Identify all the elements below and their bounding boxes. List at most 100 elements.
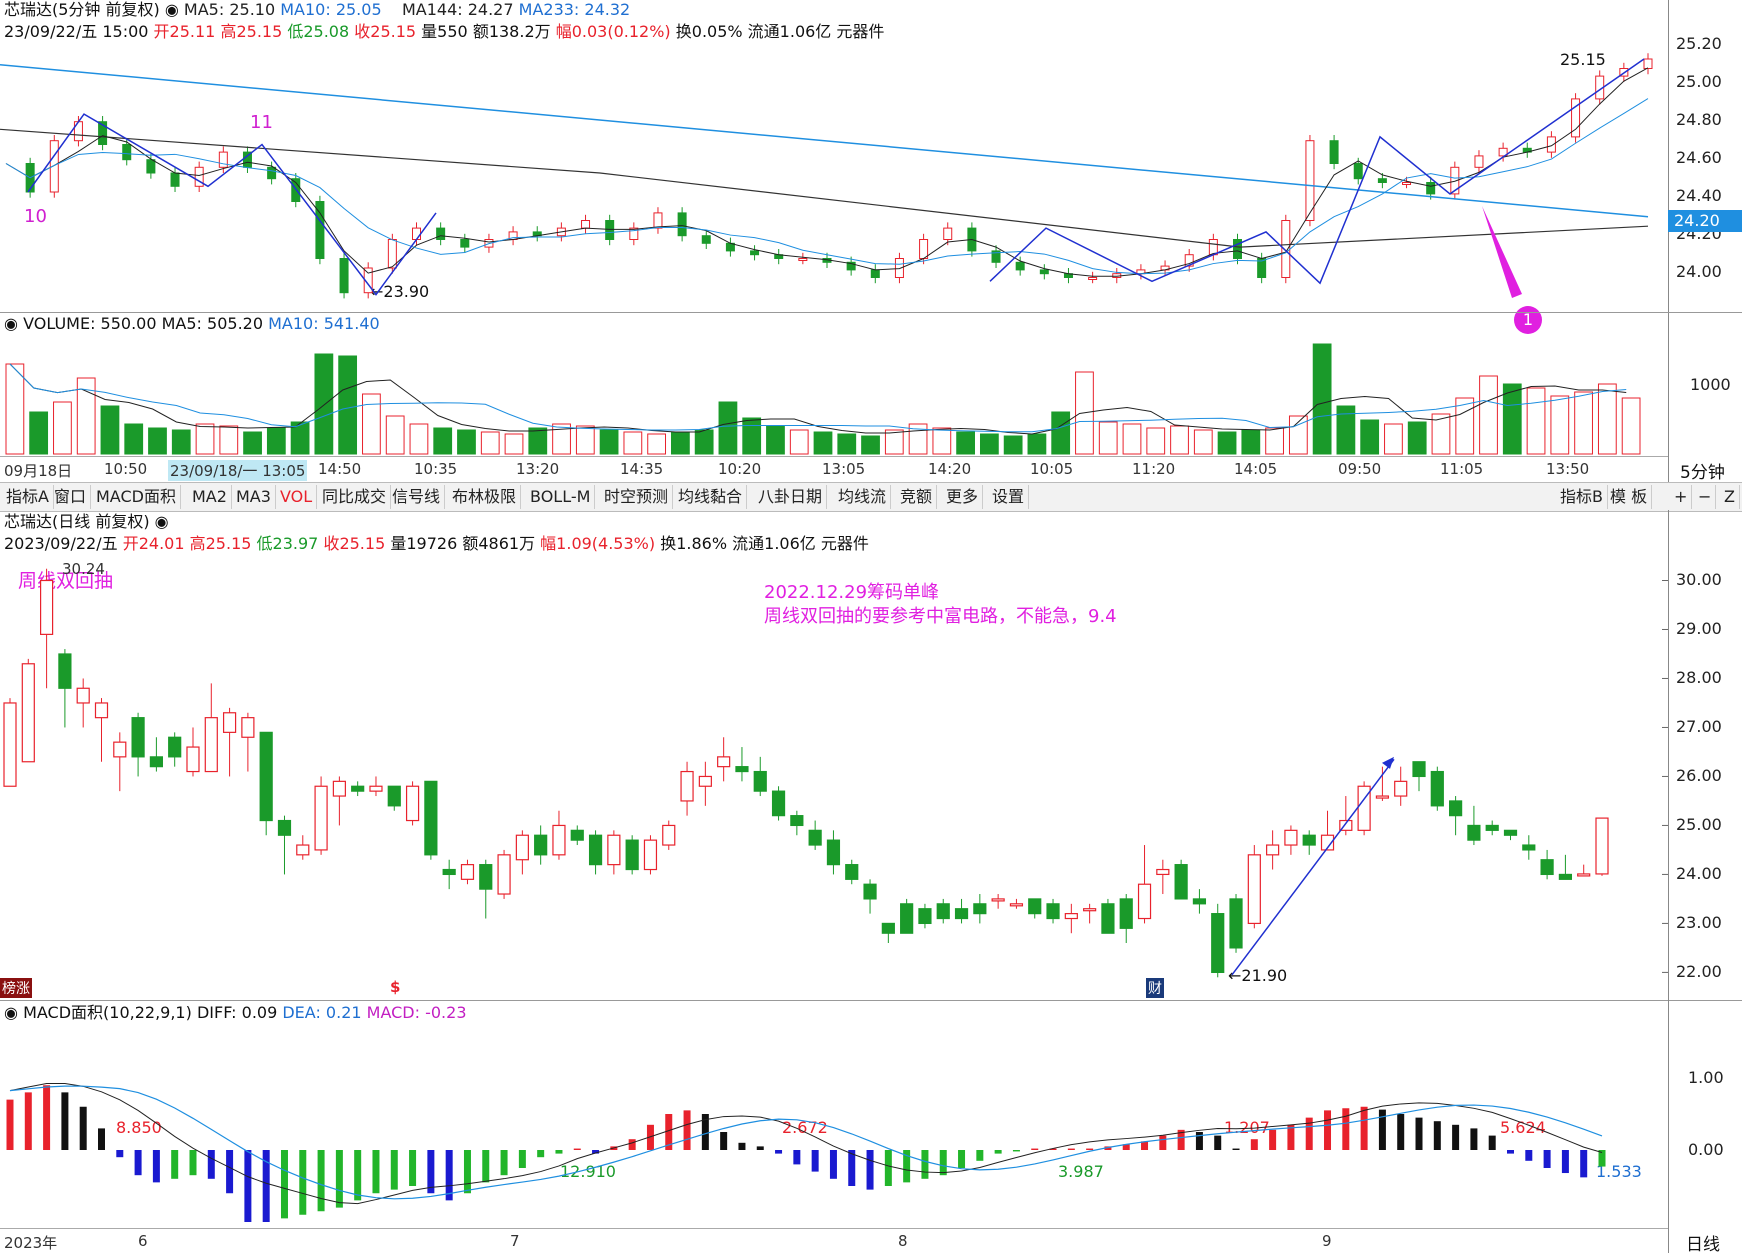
settings-icon[interactable]: ◉ <box>164 0 179 19</box>
intraday-candle <box>919 239 929 259</box>
daily-info-date: 2023/09/22/五 <box>4 534 118 553</box>
volume-bar <box>623 431 643 455</box>
volume-bar <box>1312 343 1332 455</box>
badge-rank[interactable]: 榜涨 <box>0 978 32 998</box>
intraday-candle <box>339 258 349 294</box>
volume-time-label: 13:05 <box>822 460 866 478</box>
daily-info-chg: 幅1.09(4.53%) <box>540 534 656 553</box>
period-label[interactable]: 5分钟 <box>1680 463 1725 483</box>
macd-area-label: 8.850 <box>116 1118 162 1137</box>
volume-bar <box>932 427 952 455</box>
toolbar-right-4[interactable]: Z <box>1720 485 1740 509</box>
macd-area-label: 5.624 <box>1500 1118 1546 1137</box>
volume-header: ◉ VOLUME: 550.00 MA5: 505.20 MA10: 541.4… <box>4 314 380 334</box>
divider <box>0 312 1742 313</box>
tab-4[interactable]: MA3 <box>232 485 276 509</box>
daily-candle <box>405 785 420 822</box>
volume-time-label: 10:50 <box>104 460 148 478</box>
intraday-candle <box>1377 178 1387 183</box>
intraday-candle <box>194 166 204 187</box>
macd-time-label: 7 <box>510 1232 520 1250</box>
volume-ma5: MA5: 505.20 <box>161 314 264 333</box>
intraday-candle <box>146 159 156 174</box>
intraday-candle <box>170 172 180 187</box>
intraday-candle <box>1474 155 1484 168</box>
volume-time-label: 13:50 <box>1546 460 1590 478</box>
volume-bar <box>457 429 476 455</box>
volume-bar <box>1479 375 1498 455</box>
badge-dollar[interactable]: $ <box>390 978 401 996</box>
intraday-candle <box>1184 254 1194 267</box>
daily-candle <box>94 702 109 719</box>
volume-bar <box>1360 419 1380 455</box>
intraday-trend-line <box>27 113 437 296</box>
tab-5[interactable]: VOL <box>276 485 318 509</box>
toolbar-right-1[interactable]: 模 板 <box>1606 485 1653 509</box>
info-close: 收25.15 <box>354 22 417 41</box>
daily-candle <box>662 824 676 846</box>
tab-8[interactable]: 布林极限 <box>448 485 522 509</box>
tab-7[interactable]: 信号线 <box>388 485 446 509</box>
tab-15[interactable]: 更多 <box>942 485 984 509</box>
volume-bar <box>100 405 120 455</box>
intraday-candle <box>846 261 856 271</box>
badge-finance[interactable]: 财 <box>1146 978 1164 998</box>
daily-info-open: 开24.01 <box>122 534 185 553</box>
intraday-candle <box>870 269 880 278</box>
marker-circle[interactable]: 1 <box>1514 306 1542 334</box>
macd-area-label: 3.987 <box>1058 1162 1104 1181</box>
daily-candle <box>1064 913 1078 920</box>
info-low: 低25.08 <box>287 22 350 41</box>
daily-candle <box>131 717 145 758</box>
tab-12[interactable]: 八卦日期 <box>754 485 828 509</box>
intraday-candle <box>798 258 808 261</box>
daily-candle <box>460 864 475 880</box>
daily-info-rest: 换1.86% 流通1.06亿 元器件 <box>660 534 869 553</box>
daily-candle <box>1558 873 1573 880</box>
volume-tick: 1000 <box>1690 375 1731 394</box>
toolbar-right-0[interactable]: 指标B <box>1556 485 1608 509</box>
price-tick: 24.60 <box>1676 148 1722 167</box>
daily-candle <box>1339 819 1353 831</box>
tab-9[interactable]: BOLL-M <box>526 485 596 509</box>
intraday-candle <box>1015 261 1025 271</box>
daily-candle <box>954 908 969 920</box>
volume-bar <box>124 423 144 455</box>
tab-1[interactable]: 窗口 <box>50 485 92 509</box>
daily-candle <box>1449 800 1463 817</box>
volume-bar <box>290 421 310 455</box>
volume-bar <box>1146 427 1166 455</box>
volume-bar <box>528 427 548 455</box>
volume-bar <box>671 431 690 455</box>
settings-icon[interactable]: ◉ <box>154 512 169 531</box>
volume-time-label: 14:05 <box>1234 460 1278 478</box>
wave-label-10: 10 <box>24 206 47 227</box>
daily-candle <box>863 883 877 900</box>
tab-10[interactable]: 时空预测 <box>600 485 674 509</box>
toolbar-right-2[interactable]: + <box>1670 485 1693 509</box>
tab-11[interactable]: 均线黏合 <box>674 485 748 509</box>
volume-bar <box>1098 421 1118 455</box>
intraday-high-label: 25.15 <box>1560 50 1606 69</box>
daily-candle <box>1229 898 1243 949</box>
tab-0[interactable]: 指标A <box>2 485 54 509</box>
tab-13[interactable]: 均线流 <box>834 485 892 509</box>
volume-bar <box>243 431 262 455</box>
tab-3[interactable]: MA2 <box>188 485 232 509</box>
intraday-candle <box>1233 239 1242 259</box>
annotation-line2: 周线双回抽的要参考中富电路，不能急，9.4 <box>764 606 1117 627</box>
tab-2[interactable]: MACD面积 <box>92 485 181 509</box>
tab-6[interactable]: 同比成交 <box>318 485 392 509</box>
macd-value: MACD: -0.23 <box>366 1003 467 1022</box>
toolbar-right-3[interactable]: − <box>1694 485 1717 509</box>
tab-16[interactable]: 设置 <box>988 485 1030 509</box>
tab-14[interactable]: 竞额 <box>896 485 938 509</box>
settings-icon[interactable]: ◉ <box>4 1003 18 1022</box>
current-price: 24.20 <box>1674 211 1720 230</box>
period-label-daily[interactable]: 日线 <box>1686 1235 1720 1255</box>
volume-bar <box>813 431 833 455</box>
macd-axis <box>1668 1000 1742 1253</box>
settings-icon[interactable]: ◉ <box>4 314 18 333</box>
volume-bar <box>385 415 405 455</box>
daily-candle <box>881 922 895 934</box>
